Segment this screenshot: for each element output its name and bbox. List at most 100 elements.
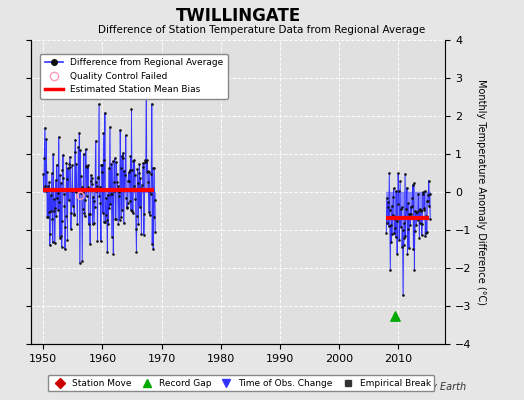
Point: [408, 195, 417, 202]
Point: [419, 190, 428, 197]
Point: [413, 214, 421, 220]
Point: [46, 231, 54, 238]
Point: [41, 188, 50, 194]
Point: [89, 221, 97, 228]
Point: [88, 181, 96, 188]
Point: [416, 206, 424, 212]
Point: [73, 187, 82, 193]
Point: [398, 244, 406, 250]
Point: [61, 246, 69, 252]
Point: [106, 124, 114, 130]
Point: [417, 208, 425, 214]
Point: [117, 152, 126, 159]
Point: [385, 222, 393, 229]
Point: [397, 205, 405, 212]
Point: [118, 155, 127, 161]
Point: [393, 251, 401, 257]
Point: [387, 238, 396, 245]
Point: [128, 208, 137, 214]
Point: [82, 163, 90, 169]
Point: [105, 165, 113, 171]
Point: [391, 312, 399, 319]
Point: [80, 210, 89, 217]
Point: [71, 136, 80, 143]
Point: [42, 169, 51, 175]
Point: [135, 161, 144, 168]
Point: [100, 156, 108, 163]
Point: [106, 201, 114, 207]
Point: [416, 220, 424, 226]
Point: [139, 160, 147, 166]
Point: [59, 175, 68, 181]
Point: [64, 186, 73, 192]
Point: [110, 188, 118, 194]
Point: [147, 191, 155, 198]
Point: [52, 212, 60, 219]
Point: [403, 250, 412, 257]
Point: [124, 178, 132, 184]
Point: [85, 211, 94, 218]
Point: [395, 187, 403, 194]
Point: [402, 214, 410, 220]
Point: [144, 168, 152, 174]
Point: [103, 248, 112, 255]
Point: [396, 224, 405, 230]
Point: [95, 193, 104, 200]
Point: [84, 162, 92, 169]
Point: [144, 179, 152, 186]
Point: [52, 162, 61, 168]
Point: [115, 189, 123, 195]
Point: [97, 238, 105, 244]
Point: [63, 176, 71, 182]
Point: [64, 165, 72, 171]
Point: [136, 204, 144, 210]
Point: [383, 220, 391, 226]
Point: [45, 208, 53, 215]
Point: [130, 172, 139, 178]
Point: [414, 207, 423, 214]
Point: [110, 178, 118, 185]
Text: Berkeley Earth: Berkeley Earth: [394, 382, 466, 392]
Point: [413, 217, 422, 224]
Point: [70, 212, 79, 219]
Point: [79, 206, 87, 212]
Point: [40, 185, 48, 191]
Point: [96, 200, 105, 206]
Point: [116, 127, 124, 133]
Point: [425, 190, 434, 197]
Point: [401, 171, 409, 177]
Point: [87, 172, 95, 178]
Point: [412, 222, 421, 228]
Point: [406, 210, 414, 217]
Point: [123, 200, 132, 206]
Point: [44, 213, 52, 220]
Point: [389, 194, 397, 201]
Point: [137, 185, 145, 192]
Point: [97, 162, 106, 168]
Point: [403, 184, 411, 191]
Point: [124, 169, 133, 176]
Point: [66, 164, 74, 170]
Point: [86, 241, 94, 247]
Point: [121, 187, 129, 193]
Point: [121, 172, 129, 178]
Point: [94, 174, 102, 181]
Point: [53, 190, 62, 196]
Point: [64, 197, 73, 204]
Point: [397, 204, 406, 210]
Point: [135, 170, 143, 176]
Point: [130, 182, 138, 189]
Point: [56, 234, 64, 241]
Point: [399, 242, 408, 248]
Point: [401, 233, 410, 240]
Point: [97, 169, 106, 176]
Point: [90, 204, 99, 210]
Point: [145, 209, 153, 215]
Point: [408, 202, 416, 209]
Point: [425, 203, 433, 209]
Point: [81, 146, 90, 152]
Point: [143, 168, 151, 175]
Point: [84, 221, 93, 228]
Point: [104, 221, 113, 228]
Point: [94, 174, 103, 180]
